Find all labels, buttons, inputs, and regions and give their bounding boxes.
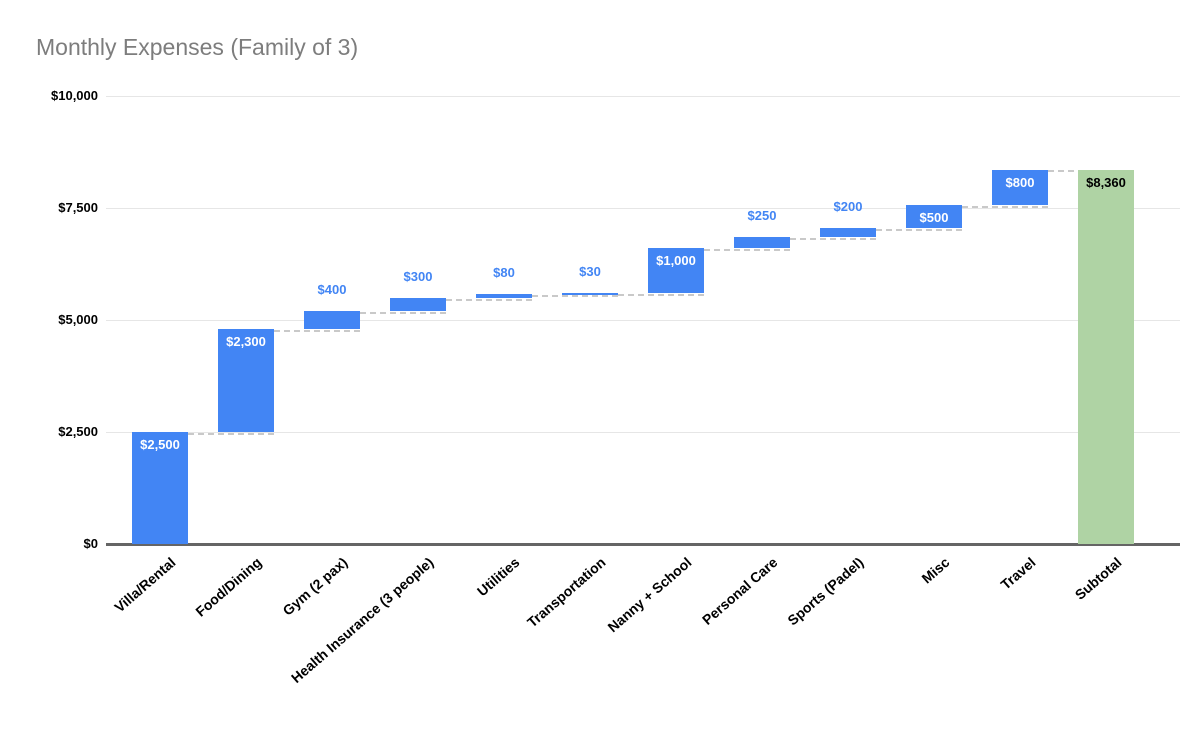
connector-line: [618, 293, 704, 296]
x-axis-label-utilities: Utilities: [473, 554, 523, 600]
bar-food-dining: [218, 329, 274, 432]
gridline-2500: [106, 432, 1180, 433]
connector-line: [876, 228, 962, 231]
y-tick-label: $2,500: [58, 424, 98, 439]
connector-line: [360, 312, 446, 315]
x-axis-label-nanny-school: Nanny + School: [604, 554, 695, 636]
bar-nanny-school: [648, 247, 704, 293]
bar-transportation: [562, 292, 618, 295]
connector-line: [188, 433, 274, 435]
x-axis-label-personal-care: Personal Care: [698, 554, 781, 628]
connector-line: [274, 329, 360, 332]
bar-value-label: $800: [1005, 174, 1035, 190]
bar-villa-rental: [132, 432, 188, 544]
bar-health-insurance-3-people: [390, 297, 446, 311]
bar-gym-2-pax: [304, 311, 360, 329]
y-tick-label: $10,000: [51, 88, 98, 103]
bar-value-label: $30: [579, 263, 601, 279]
gridline-5000: [106, 320, 1180, 321]
gridline-7500: [106, 208, 1180, 209]
x-axis-label-health-insurance-3-people: Health Insurance (3 people): [288, 554, 437, 687]
bar-value-label: $8,360: [1086, 174, 1126, 190]
bar-value-label: $1,000: [656, 252, 696, 268]
x-axis-label-transportation: Transportation: [524, 554, 609, 631]
x-axis-label-misc: Misc: [918, 554, 953, 587]
bar-value-label: $200: [833, 198, 863, 214]
y-tick-label: $0: [83, 536, 98, 551]
x-axis-label-gym-2-pax: Gym (2 pax): [279, 554, 351, 619]
bar-misc: [906, 205, 962, 228]
bar-value-label: $80: [493, 265, 515, 280]
bar-subtotal: [1078, 169, 1134, 544]
bar-value-label: $500: [919, 210, 949, 226]
connector-line: [790, 237, 876, 240]
connector-line: [704, 248, 790, 251]
x-axis-label-subtotal: Subtotal: [1071, 554, 1125, 603]
gridline-10000: [106, 96, 1180, 97]
chart-title: Monthly Expenses (Family of 3): [36, 34, 359, 60]
connector-line: [532, 295, 618, 298]
x-axis-label-sports-padel: Sports (Padel): [784, 554, 867, 629]
bar-value-label: $400: [317, 282, 347, 297]
y-tick-label: $7,500: [58, 200, 98, 215]
x-axis-line: [106, 543, 1180, 546]
y-tick-label: $5,000: [58, 312, 98, 327]
bar-travel: [992, 169, 1048, 206]
x-axis-label-travel: Travel: [997, 554, 1039, 593]
bar-utilities: [476, 294, 532, 298]
bar-personal-care: [734, 236, 790, 248]
connector-line: [962, 206, 1048, 209]
bar-value-label: $300: [403, 268, 433, 284]
bar-sports-padel: [820, 227, 876, 237]
connector-line: [446, 298, 532, 301]
bar-value-label: $2,500: [140, 437, 180, 452]
x-axis-label-food-dining: Food/Dining: [192, 554, 265, 620]
bar-value-label: $2,300: [226, 334, 266, 349]
bar-value-label: $250: [747, 207, 777, 223]
